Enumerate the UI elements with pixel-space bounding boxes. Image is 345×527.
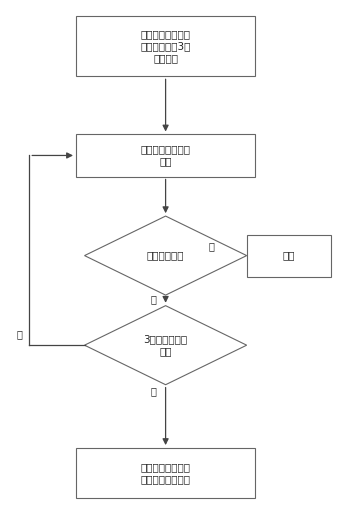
Text: 3个信道都尝试
失败: 3个信道都尝试 失败 (144, 335, 188, 356)
Polygon shape (85, 216, 247, 295)
Text: 是: 是 (150, 386, 157, 396)
Text: 通信是否成功: 通信是否成功 (147, 251, 184, 260)
Text: 表具自动选择信道
上报: 表具自动选择信道 上报 (141, 145, 190, 166)
Text: 退出: 退出 (283, 251, 295, 260)
FancyBboxPatch shape (76, 134, 255, 177)
Text: 表具通过广播信道
重新申请通信信道: 表具通过广播信道 重新申请通信信道 (141, 462, 190, 484)
Text: 是: 是 (208, 242, 214, 251)
Text: 否: 否 (16, 330, 22, 339)
Polygon shape (85, 306, 247, 385)
FancyBboxPatch shape (76, 16, 255, 76)
FancyBboxPatch shape (247, 235, 331, 277)
FancyBboxPatch shape (76, 448, 255, 498)
Text: 否: 否 (150, 295, 157, 304)
Text: 装表时通过广播信
道给表具配置3个
通信信道: 装表时通过广播信 道给表具配置3个 通信信道 (140, 30, 191, 63)
